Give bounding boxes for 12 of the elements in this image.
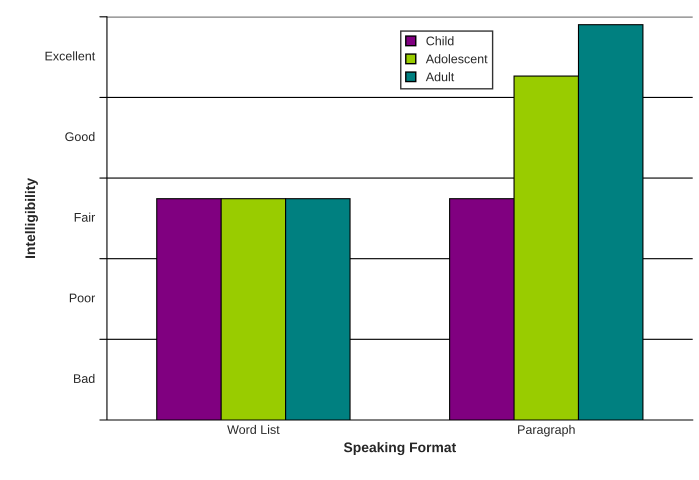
legend-label: Child bbox=[426, 36, 454, 46]
legend-label: Adult bbox=[426, 72, 454, 82]
text: Fair bbox=[74, 212, 96, 222]
y-axis-title: Intelligibility bbox=[24, 178, 38, 258]
text: Poor bbox=[70, 294, 96, 302]
text: Good bbox=[65, 132, 94, 142]
text: Bad bbox=[74, 374, 94, 384]
legend-label: Adolescent bbox=[426, 54, 488, 64]
x-tick-label: Paragraph bbox=[518, 424, 575, 437]
x-tick-label: Word List bbox=[227, 424, 280, 434]
text: Excellent bbox=[46, 51, 96, 60]
x-axis-title: Speaking Format bbox=[344, 442, 456, 456]
